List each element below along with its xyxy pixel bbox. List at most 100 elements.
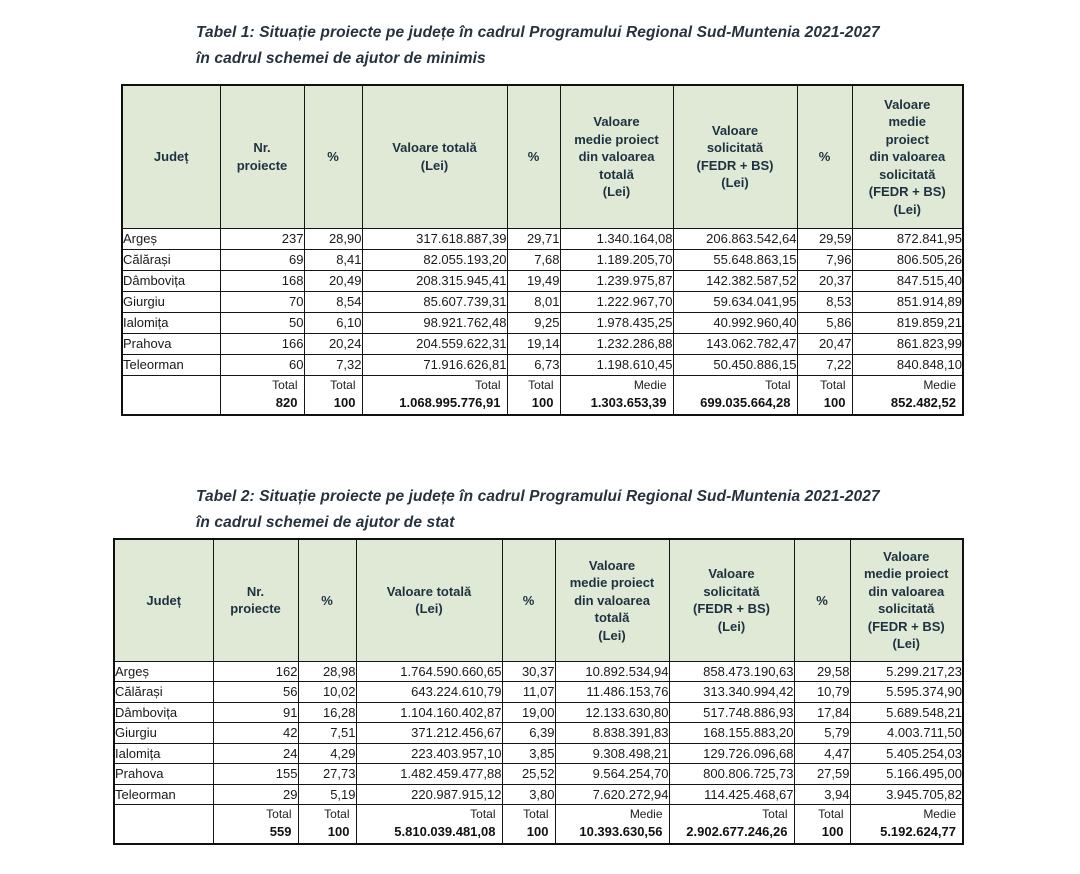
value-cell: 70	[219, 290, 305, 313]
table-row: Giurgiu 70 8,54 85.607.739,31 8,01 1.222.967,…	[121, 290, 964, 313]
value-cell: 20,37	[796, 269, 853, 292]
table-row: Dâmbovița 168 20,49 208.315.945,41 19,49 1.23…	[121, 269, 964, 292]
total-value: 852.482,52	[890, 395, 956, 411]
table-row: Ialomița 24 4,29 223.403.957,10 3,85 9.308.49…	[113, 742, 964, 764]
value-cell: 7,96	[796, 248, 853, 271]
county-cell: Prahova	[113, 763, 214, 785]
total-label: Total	[762, 807, 788, 822]
value-cell: 223.403.957,10	[355, 742, 503, 764]
value-cell: 4.003.711,50	[849, 722, 964, 744]
value-cell: 30,37	[501, 660, 556, 682]
value-cell: 71.916.626,81	[361, 353, 508, 376]
total-value: 699.035.664,28	[700, 395, 791, 411]
county-cell: Călărași	[121, 248, 221, 271]
value-cell: 1.978.435,25	[559, 311, 674, 334]
value-cell: 858.473.190,63	[668, 660, 795, 682]
value-cell: 91	[212, 701, 299, 723]
column-header-3: Valoare totală (Lei)	[361, 84, 508, 229]
value-cell: 40.992.960,40	[672, 311, 798, 334]
total-cell: Medie 1.303.653,39	[559, 374, 674, 416]
value-cell: 29,59	[796, 227, 853, 250]
column-header-2: %	[297, 538, 357, 662]
total-label: Total	[266, 807, 292, 822]
value-cell: 85.607.739,31	[361, 290, 508, 313]
value-cell: 643.224.610,79	[355, 681, 503, 703]
value-cell: 19,49	[506, 269, 561, 292]
value-cell: 1.764.590.660,65	[355, 660, 503, 682]
total-cell: Total 5.810.039.481,08	[355, 804, 503, 844]
value-cell: 220.987.915,12	[355, 783, 503, 805]
value-cell: 56	[212, 681, 299, 703]
value-cell: 840.848,10	[851, 353, 964, 376]
value-cell: 10,79	[793, 681, 851, 703]
county-cell: Teleorman	[113, 783, 214, 805]
value-cell: 800.806.725,73	[668, 763, 795, 785]
value-cell: 3.945.705,82	[849, 783, 964, 805]
county-cell: Călărași	[113, 681, 214, 703]
table2-title-line2: în cadrul schemei de ajutor de stat	[196, 514, 455, 531]
total-value: 100	[327, 824, 350, 840]
table-row: Giurgiu 42 7,51 371.212.456,67 6,39 8.838.391…	[113, 722, 964, 744]
value-cell: 166	[219, 332, 305, 355]
value-cell: 28,90	[303, 227, 363, 250]
value-cell: 28,98	[297, 660, 357, 682]
value-cell: 3,80	[501, 783, 556, 805]
total-label: Total	[818, 807, 844, 822]
county-cell: Teleorman	[121, 353, 221, 376]
value-cell: 19,00	[501, 701, 556, 723]
total-cell: Total 1.068.995.776,91	[361, 374, 508, 416]
county-cell: Giurgiu	[113, 722, 214, 744]
total-cell: Total 559	[212, 804, 299, 844]
value-cell: 8.838.391,83	[554, 722, 670, 744]
total-value: 100	[531, 395, 554, 411]
value-cell: 8,01	[506, 290, 561, 313]
value-cell: 7.620.272,94	[554, 783, 670, 805]
value-cell: 19,14	[506, 332, 561, 355]
table-row: Dâmbovița 91 16,28 1.104.160.402,87 19,00 12.…	[113, 701, 964, 723]
value-cell: 12.133.630,80	[554, 701, 670, 723]
column-header-4: %	[501, 538, 556, 662]
value-cell: 114.425.468,67	[668, 783, 795, 805]
total-row: Total 820 Total 100 Total 1.068.995.776,91 Tot…	[121, 374, 964, 416]
value-cell: 317.618.887,39	[361, 227, 508, 250]
county-cell: Prahova	[121, 332, 221, 355]
value-cell: 11,07	[501, 681, 556, 703]
table-row: Prahova 166 20,24 204.559.622,31 19,14 1.232.…	[121, 332, 964, 355]
value-cell: 8,53	[796, 290, 853, 313]
column-header-8: Valoare medie proiect din valoarea solic…	[849, 538, 964, 662]
total-cell: Total 699.035.664,28	[672, 374, 798, 416]
value-cell: 168	[219, 269, 305, 292]
total-empty-cell	[121, 374, 221, 416]
table-row: Călărași 69 8,41 82.055.193,20 7,68 1.189.205…	[121, 248, 964, 271]
value-cell: 27,59	[793, 763, 851, 785]
value-cell: 6,10	[303, 311, 363, 334]
value-cell: 5.166.495,00	[849, 763, 964, 785]
value-cell: 806.505,26	[851, 248, 964, 271]
total-label: Total	[523, 807, 549, 822]
column-header-3: Valoare totală (Lei)	[355, 538, 503, 662]
total-label: Medie	[923, 807, 956, 822]
value-cell: 5,19	[297, 783, 357, 805]
total-value: 100	[821, 824, 844, 840]
value-cell: 162	[212, 660, 299, 682]
table1-title-line1: Tabel 1: Situație proiecte pe județe în …	[196, 24, 880, 41]
total-cell: Total 2.902.677.246,26	[668, 804, 795, 844]
value-cell: 5.405.254,03	[849, 742, 964, 764]
value-cell: 1.482.459.477,88	[355, 763, 503, 785]
value-cell: 24	[212, 742, 299, 764]
value-cell: 20,47	[796, 332, 853, 355]
value-cell: 5,86	[796, 311, 853, 334]
value-cell: 517.748.886,93	[668, 701, 795, 723]
county-cell: Ialomița	[121, 311, 221, 334]
total-label: Medie	[633, 378, 667, 393]
value-cell: 5.595.374,90	[849, 681, 964, 703]
total-value: 2.902.677.246,26	[686, 824, 788, 840]
total-cell: Total 100	[303, 374, 363, 416]
table-row: Prahova 155 27,73 1.482.459.477,88 25,52 9.56…	[113, 763, 964, 785]
column-header-5: Valoare medie proiect din valoarea total…	[554, 538, 670, 662]
total-value: 559	[269, 824, 292, 840]
value-cell: 1.198.610,45	[559, 353, 674, 376]
total-label: Total	[475, 378, 501, 393]
total-cell: Total 100	[796, 374, 853, 416]
